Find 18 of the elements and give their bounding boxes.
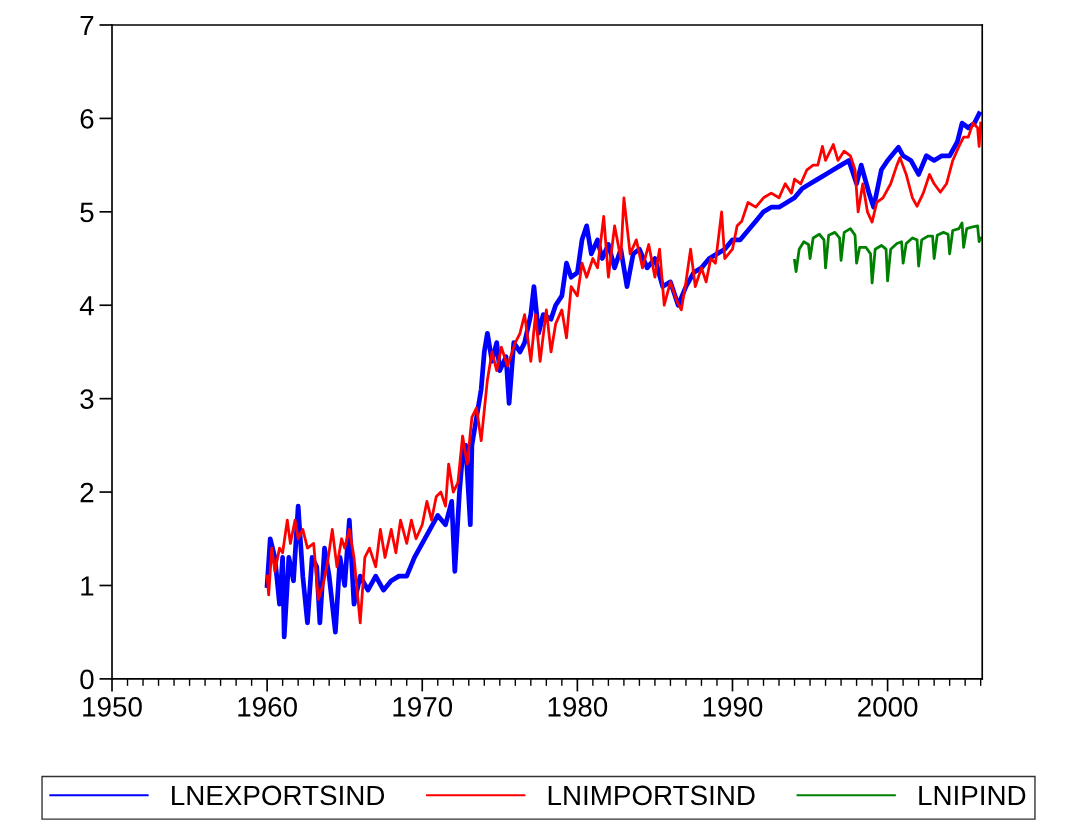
- legend-label: LNIPIND: [919, 785, 1026, 806]
- y-tick-label: 2: [80, 482, 94, 503]
- x-tick-label: 2000: [858, 696, 918, 717]
- x-tick-label: 1970: [393, 696, 453, 717]
- x-tick-label: 1960: [238, 696, 297, 717]
- legend-label: LNEXPORTSIND: [172, 785, 385, 806]
- legend-label: LNIMPORTSIND: [548, 785, 755, 806]
- y-tick-label: 6: [80, 109, 94, 129]
- x-tick-label: 1950: [83, 696, 142, 717]
- x-tick-label: 1980: [548, 696, 608, 717]
- y-tick-label: 5: [80, 202, 94, 223]
- y-tick-label: 0: [80, 669, 94, 690]
- y-tick-label: 1: [81, 576, 94, 596]
- line-series: [793, 221, 983, 285]
- y-tick-label: 7: [80, 15, 94, 36]
- y-tick-label: 3: [80, 389, 94, 409]
- x-tick-label: 1990: [703, 696, 763, 717]
- y-tick-label: 4: [79, 296, 94, 316]
